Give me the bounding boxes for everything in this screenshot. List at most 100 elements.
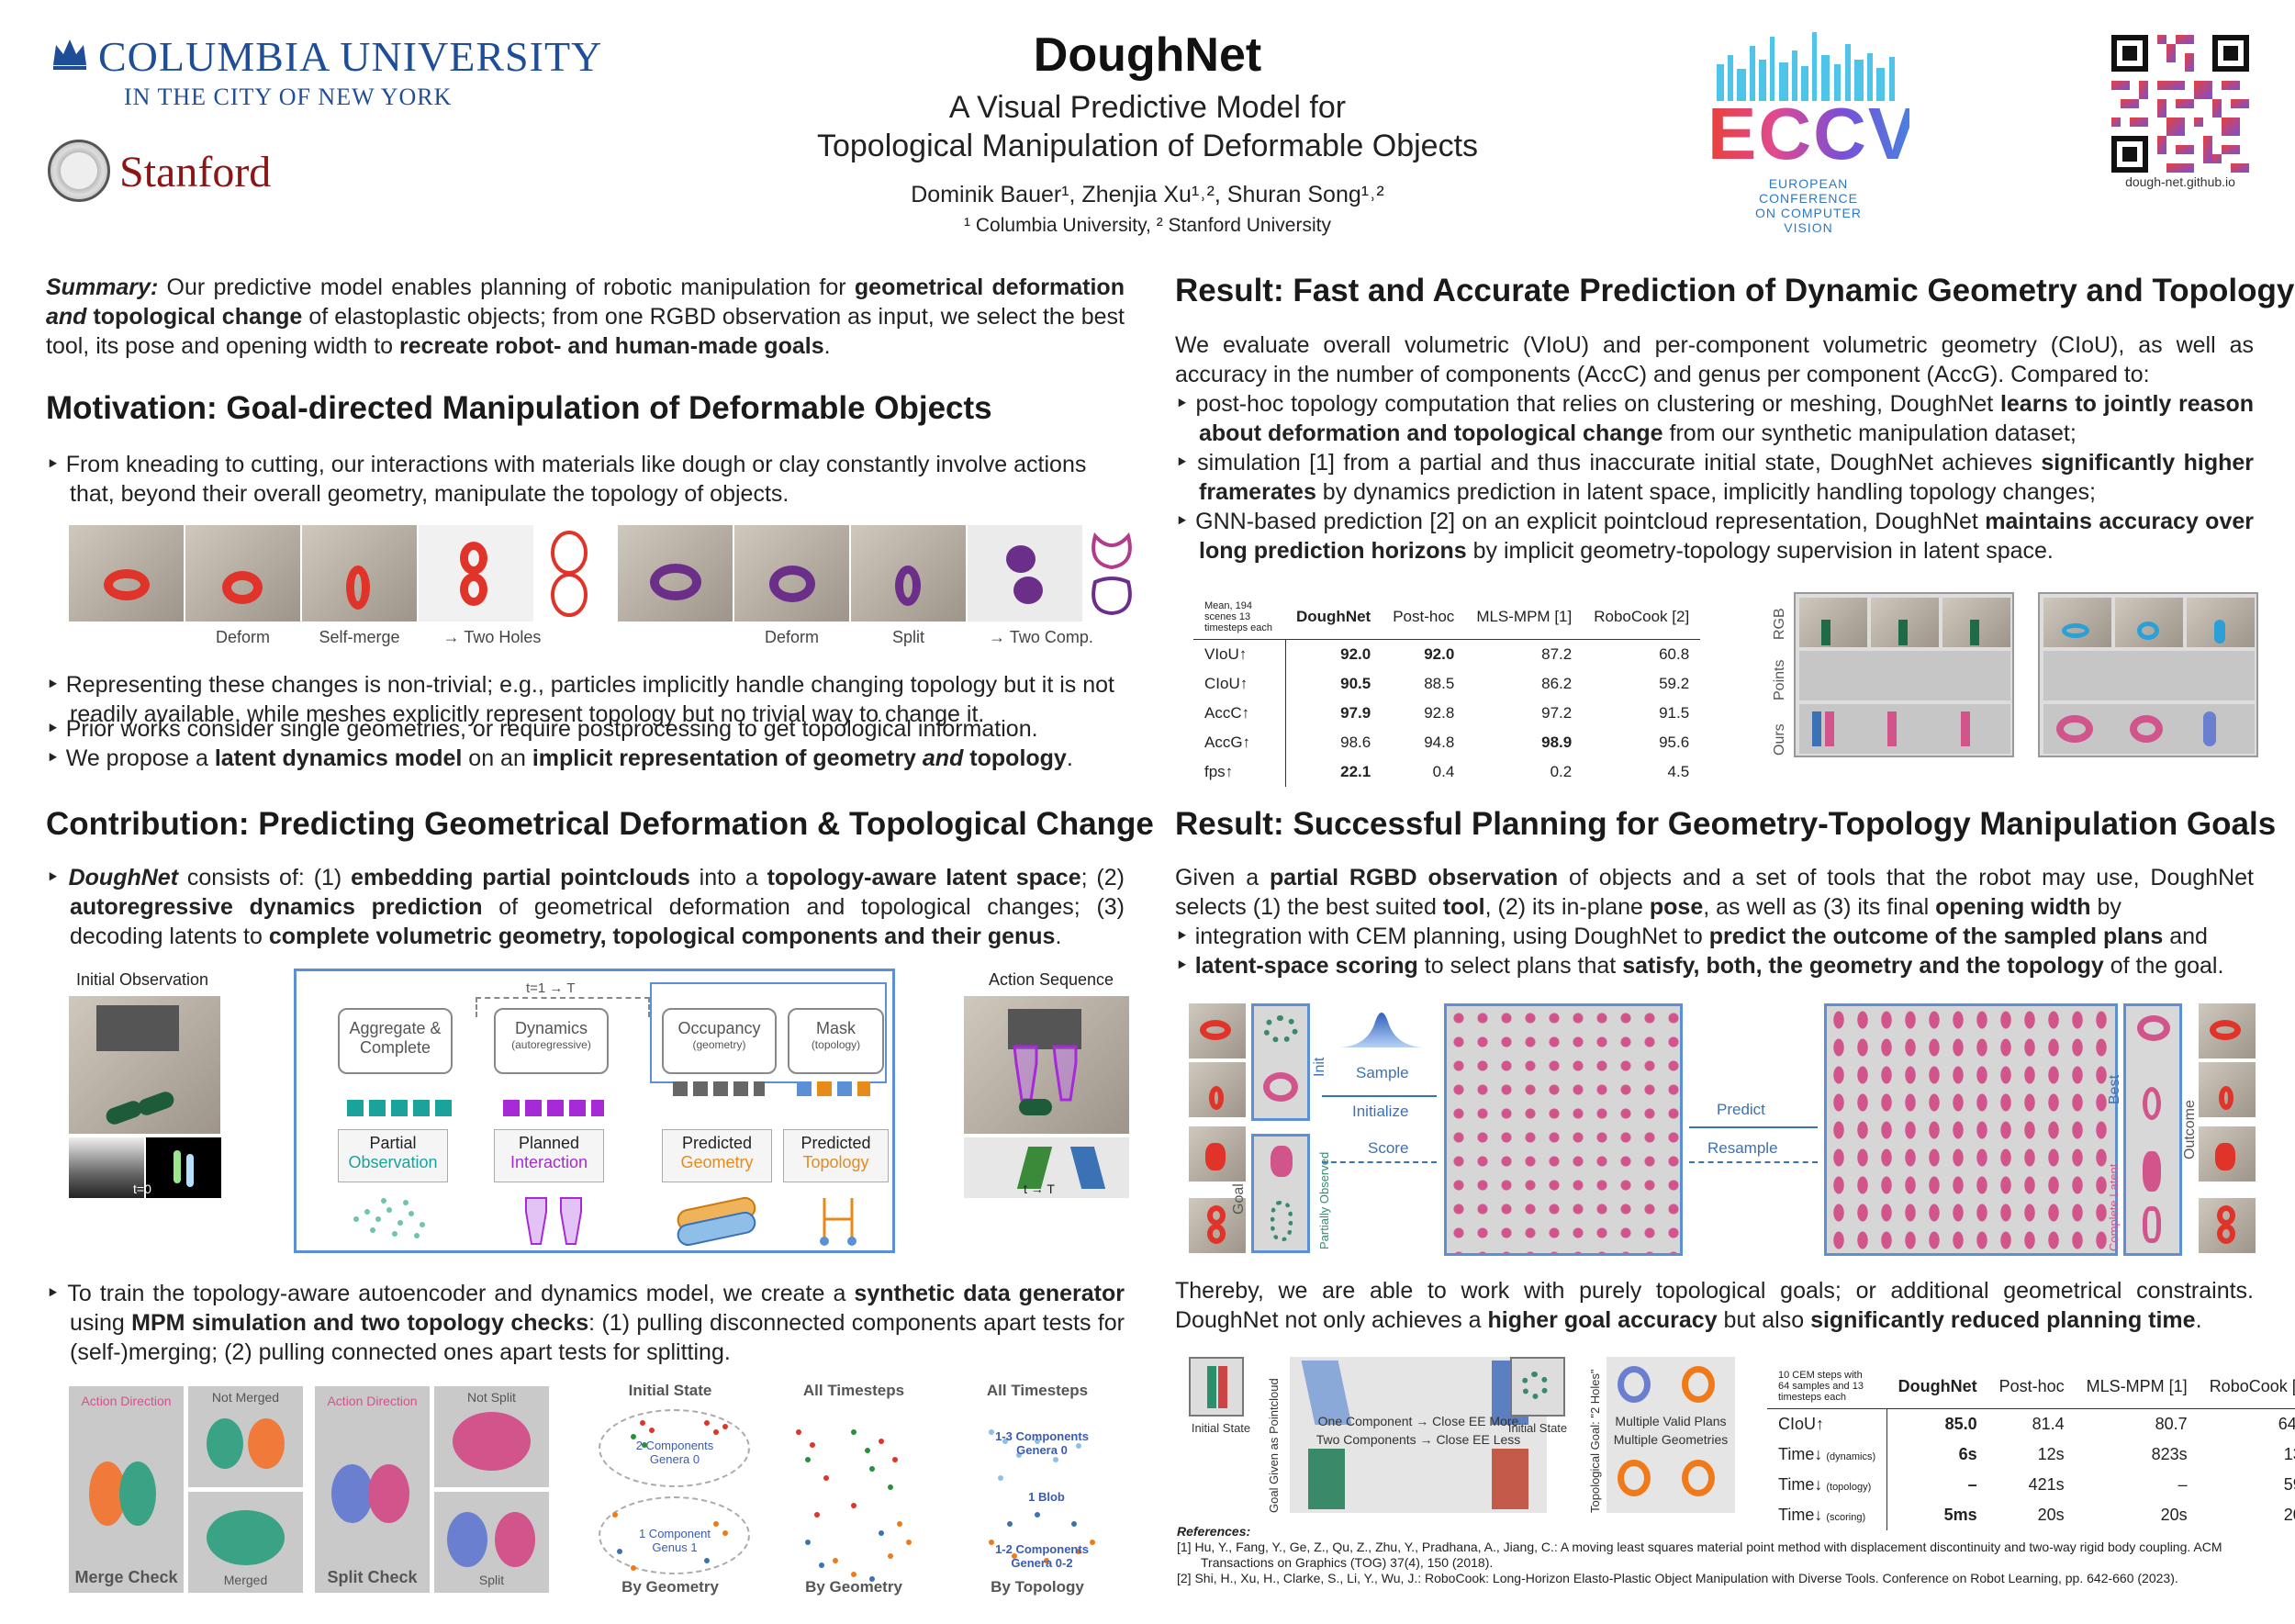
motivation-heading: Motivation: Goal-directed Manipulation o… <box>46 390 992 426</box>
latent-squares-orange <box>797 1081 870 1096</box>
latent-squares-gray <box>673 1081 765 1096</box>
red-figure-eight <box>419 525 533 622</box>
gripper-photo-2 <box>734 525 849 622</box>
eccv-letters: ECCV <box>1707 93 1920 174</box>
table-cell: 80.7 <box>2155 1415 2188 1433</box>
table-corner: 10 CEM steps with 64 samples and 13 time… <box>1767 1364 1887 1409</box>
stanford-logo: Stanford <box>48 140 323 206</box>
planning-results-table: 10 CEM steps with 64 samples and 13 time… <box>1767 1364 2295 1530</box>
outcome-photo-1 <box>2199 1003 2256 1058</box>
caption-self-merge: Self-merge <box>319 628 400 646</box>
result2-conclusion: Thereby, we are able to work with purely… <box>1175 1278 2254 1333</box>
summary: Summary: Our predictive model enables pl… <box>46 274 1125 359</box>
gripper-photo-3 <box>851 525 966 622</box>
two-comp-outline-icon <box>1092 532 1132 616</box>
eccv-logo: ECCV EUROPEAN CONFERENCE ON COMPUTER VISION <box>1707 28 1920 239</box>
merge-check-main: Action Direction Merge Check <box>69 1386 184 1593</box>
table-cell: 92.8 <box>1424 704 1455 722</box>
resample-arrow <box>1689 1161 1818 1163</box>
col-header: Post-hoc <box>1987 1364 2076 1409</box>
table-row: CIoU↑ 90.5 88.5 86.2 59.2 <box>1193 669 1700 699</box>
partial-pointcloud-icon <box>353 1198 425 1238</box>
two-holes-outline-icon <box>551 531 588 617</box>
predicted-topology-icon <box>820 1198 856 1246</box>
hand-photo-3 <box>302 525 417 622</box>
table-cell: 81.4 <box>2032 1415 2065 1433</box>
row-label: VIoU↑ <box>1193 639 1286 669</box>
table-cell: 98.6 <box>1340 734 1371 751</box>
best-plan-box <box>2123 1003 2182 1256</box>
table-cell: 86.2 <box>1541 675 1573 692</box>
initialize-arrow <box>1322 1095 1437 1097</box>
predicted-geometry-icon <box>677 1196 756 1247</box>
module-aggregate: Aggregate & Complete <box>338 1008 453 1074</box>
qr-url[interactable]: dough-net.github.io <box>2125 174 2235 189</box>
motivation-bullet-3: ‣ Prior works consider single geometries… <box>46 716 1038 742</box>
col-header: RoboCook [2] <box>2198 1364 2295 1409</box>
motivation-bullet-2: ‣ Representing these changes is non-triv… <box>46 672 1115 727</box>
contribution-bullet-2: ‣ To train the topology-aware autoencode… <box>46 1281 1125 1365</box>
col-header: MLS-MPM [1] <box>2075 1364 2199 1409</box>
table-cell: 0.4 <box>1432 763 1455 780</box>
table-row: AccC↑ 97.9 92.8 97.2 91.5 <box>1193 699 1700 728</box>
split-panel: Split <box>434 1492 549 1593</box>
table-cell: 421s <box>2028 1475 2065 1494</box>
not-split-panel: Not Split <box>434 1386 549 1487</box>
table-cell: 85.0 <box>1944 1415 1977 1433</box>
table-cell: – <box>1967 1475 1977 1494</box>
table-cell: 64.1 <box>2278 1415 2295 1433</box>
outcome-photo-3 <box>2199 1126 2256 1182</box>
row-label: CIoU↑ <box>1767 1408 1888 1439</box>
caption-deform-right: Deform <box>764 628 819 646</box>
caption-two-comp: → Two Comp. <box>989 628 1093 646</box>
motivation-bullet-4: ‣ We propose a latent dynamics model on … <box>46 745 1073 771</box>
input-partial: Partial Observation <box>338 1129 448 1182</box>
module-mask: Mask (topology) <box>788 1008 884 1074</box>
module-dynamics: Dynamics (autoregressive) <box>494 1008 609 1074</box>
qr-code[interactable]: dough-net.github.io <box>2111 35 2249 189</box>
affiliations: ¹ Columbia University, ² Stanford Univer… <box>964 215 1331 236</box>
table-cell: 87.2 <box>1541 645 1573 663</box>
tT-label: t → T <box>1024 1182 1055 1196</box>
table-cell: 97.2 <box>1541 704 1573 722</box>
gripper-photo-1 <box>618 525 733 622</box>
latent-scatter-figure: Initial State All Timesteps All Timestep… <box>578 1382 1129 1602</box>
loop-arrow <box>476 997 650 1017</box>
col-header: Post-hoc <box>1382 595 1466 640</box>
segmentation-image <box>146 1137 221 1198</box>
columbia-logo: COLUMBIA UNIVERSITY IN THE CITY OF NEW Y… <box>50 32 601 115</box>
references: References: [1] Hu, Y., Fang, Y., Ge, Z.… <box>1177 1524 2260 1586</box>
row-label: Time↓ (dynamics) <box>1767 1439 1888 1470</box>
initial-state-photo <box>1189 1357 1244 1417</box>
table-row: VIoU↑ 92.0 92.0 87.2 60.8 <box>1193 639 1700 669</box>
authors: Dominik Bauer¹, Zhenjia Xu¹˒², Shuran So… <box>911 182 1384 207</box>
purple-two-comp <box>968 525 1082 622</box>
qualitative-prediction-figure: RGB Points Ours <box>1772 592 2258 757</box>
table-cell: 59.2 <box>1659 675 1690 692</box>
output-geometry: Predicted Geometry <box>662 1129 772 1182</box>
table-cell: 92.0 <box>1424 645 1455 663</box>
table-row: Time↓(dynamics) 6s 12s 823s 13s <box>1767 1439 2295 1470</box>
result2-bullet-1: ‣ integration with CEM planning, using D… <box>1175 924 2208 949</box>
goal-latent-box <box>1251 1134 1310 1253</box>
table-cell: 92.0 <box>1340 645 1371 663</box>
architecture-figure: Initial Observation t=0 t=1 → T Aggregat… <box>69 969 1134 1262</box>
outcome-photo-2 <box>2199 1062 2256 1117</box>
table-cell: 22.1 <box>1340 763 1371 780</box>
columbia-name: COLUMBIA UNIVERSITY <box>98 33 603 80</box>
table-cell: 0.2 <box>1550 763 1573 780</box>
motivation-bullet-1: ‣ From kneading to cutting, our interact… <box>46 452 1087 507</box>
columbia-subname: IN THE CITY OF NEW YORK <box>124 84 453 110</box>
predicted-outcomes-grid <box>1824 1003 2118 1256</box>
latent-squares-teal <box>347 1100 457 1116</box>
initial-observation-label: Initial Observation <box>75 970 209 989</box>
output-topology: Predicted Topology <box>783 1129 889 1182</box>
table-cell: 60.8 <box>1659 645 1690 663</box>
sampled-plans-grid <box>1444 1003 1683 1256</box>
goal-photo-1 <box>1189 1126 1246 1182</box>
action-sequence-photo <box>964 996 1129 1134</box>
initial-observation-photo <box>69 996 220 1134</box>
caption-split: Split <box>891 628 924 646</box>
table-row: fps↑ 22.1 0.4 0.2 4.5 <box>1193 757 1700 787</box>
architecture-box: t=1 → T Aggregate & Complete Dynamics (au… <box>294 969 895 1253</box>
